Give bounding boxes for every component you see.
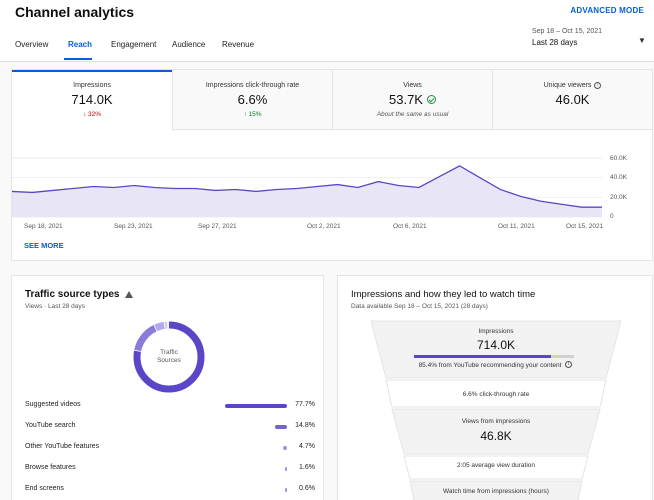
reach-overview-card: Impressions 714.0K ↓ 32% Impressions cli… <box>11 69 653 261</box>
traffic-source-bar <box>225 404 287 408</box>
x-tick-label: Oct 2, 2021 <box>307 223 341 230</box>
funnel-duration-text: 2:05 average view duration <box>456 462 536 469</box>
impressions-share-bar <box>414 355 574 358</box>
metric-value-row: 53.7K <box>333 92 492 107</box>
info-icon[interactable]: i <box>594 82 602 89</box>
metric-label: Impressions <box>73 82 111 89</box>
metric-value: 53.7K <box>389 92 423 107</box>
funnel-impressions-label: Impressions <box>478 328 514 335</box>
traffic-source-pct: 77.7% <box>295 401 315 408</box>
x-tick-label: Sep 27, 2021 <box>198 223 237 230</box>
metric-active-indicator <box>12 70 172 72</box>
traffic-sources-card: Traffic source types Views · Last 28 day… <box>11 275 324 500</box>
traffic-source-pct: 1.6% <box>299 464 315 471</box>
series-area <box>12 165 602 217</box>
metric-change: ↓ 32% <box>12 111 172 118</box>
metric-value: 46.0K <box>555 92 590 107</box>
metric-tabs: Impressions 714.0K ↓ 32% Impressions cli… <box>12 70 652 130</box>
traffic-source-pct: 14.8% <box>295 422 315 429</box>
traffic-source-bar <box>284 488 287 492</box>
metric-value: 714.0K <box>71 92 113 107</box>
tab-engagement[interactable]: Engagement <box>111 40 157 49</box>
metric-note: About the same as usual <box>376 111 449 118</box>
advanced-mode-button[interactable]: ADVANCED MODE <box>570 6 644 15</box>
x-tick-label: Sep 18, 2021 <box>24 223 63 230</box>
card-subtitle: Views · Last 28 days <box>25 303 85 310</box>
metric-impressions[interactable]: Impressions 714.0K ↓ 32% <box>12 70 172 130</box>
funnel-watch-time-label: Watch time from impressions (hours) <box>443 488 549 495</box>
traffic-source-name: Browse features <box>25 464 76 471</box>
traffic-source-row[interactable]: Suggested videos 77.7% <box>25 401 315 413</box>
see-more-link[interactable]: SEE MORE <box>24 241 64 250</box>
metric-value: 6.6% <box>237 92 268 107</box>
card-subtitle: Data available Sep 18 – Oct 15, 2021 (28… <box>351 303 488 310</box>
y-tick-label: 20.0K <box>610 194 627 201</box>
tab-revenue[interactable]: Revenue <box>222 40 255 49</box>
info-icon[interactable]: i <box>565 361 572 368</box>
traffic-source-name: Other YouTube features <box>25 443 100 450</box>
traffic-source-row[interactable]: Browse features 1.6% <box>25 464 315 476</box>
metric-views[interactable]: Views 53.7K About the same as usual <box>332 70 492 130</box>
traffic-source-pct: 4.7% <box>299 443 315 450</box>
tab-audience[interactable]: Audience <box>172 40 206 49</box>
y-tick-label: 0 <box>610 213 614 220</box>
metric-label: Unique viewers <box>543 82 592 89</box>
card-title: Impressions and how they led to watch ti… <box>351 289 536 300</box>
traffic-source-row[interactable]: Other YouTube features 4.7% <box>25 443 315 455</box>
impressions-share-fill <box>414 355 551 358</box>
metric-label: Views <box>403 82 422 89</box>
tab-overview[interactable]: Overview <box>15 40 49 49</box>
traffic-source-pct: 0.6% <box>299 485 315 492</box>
donut-label: Traffic Sources <box>132 349 206 365</box>
card-title-row: Traffic source types <box>25 289 134 300</box>
traffic-source-name: Suggested videos <box>25 401 81 408</box>
y-tick-label: 60.0K <box>610 155 627 162</box>
metric-label-row: Unique viewers i <box>493 82 652 89</box>
traffic-source-bar <box>275 425 287 429</box>
chevron-down-icon[interactable]: ▼ <box>638 36 646 45</box>
donut-label-line: Traffic <box>160 349 178 356</box>
traffic-source-row[interactable]: YouTube search 14.8% <box>25 422 315 434</box>
warning-icon[interactable] <box>125 291 134 298</box>
traffic-source-name: End screens <box>25 485 64 492</box>
funnel-views-value: 46.8K <box>480 429 512 443</box>
arrow-down-icon: ↓ <box>82 111 87 118</box>
date-range-dates: Sep 18 – Oct 15, 2021 <box>532 28 603 35</box>
check-circle-icon <box>426 95 436 104</box>
page-title: Channel analytics <box>15 4 135 20</box>
traffic-donut-chart <box>133 321 205 393</box>
traffic-source-name: YouTube search <box>25 422 76 429</box>
traffic-source-bar <box>283 446 287 450</box>
metric-change-value: 15% <box>248 111 262 118</box>
metric-change: ↑ 15% <box>173 111 332 118</box>
metric-label: Impressions click-through rate <box>205 82 300 89</box>
funnel-shape <box>370 320 622 500</box>
date-range-label: Last 28 days <box>532 38 578 47</box>
impressions-chart <box>12 157 602 218</box>
x-tick-label: Oct 15, 2021 <box>566 223 604 230</box>
funnel-recommend-text: 85.4% from YouTube recommending your con… <box>418 362 562 369</box>
x-tick-label: Oct 11, 2021 <box>498 223 535 230</box>
card-title: Traffic source types <box>25 289 120 300</box>
traffic-source-row[interactable]: End screens 0.6% <box>25 485 315 497</box>
metric-unique-viewers[interactable]: Unique viewers i 46.0K <box>492 70 652 130</box>
date-range-selector[interactable]: Sep 18 – Oct 15, 2021 Last 28 days <box>532 28 602 47</box>
active-tab-indicator <box>64 58 92 60</box>
donut-label-line: Sources <box>157 357 181 364</box>
y-tick-label: 40.0K <box>610 174 627 181</box>
metric-change-value: 32% <box>88 111 102 118</box>
x-tick-label: Oct 6, 2021 <box>393 223 427 230</box>
page-header: Channel analytics ADVANCED MODE Overview… <box>0 0 654 62</box>
funnel-views-label: Views from impressions <box>461 418 531 425</box>
traffic-source-bar <box>284 467 287 471</box>
funnel-ctr-text: 6.6% click-through rate <box>462 391 530 398</box>
tab-reach[interactable]: Reach <box>68 40 93 49</box>
arrow-up-icon: ↑ <box>243 111 247 118</box>
impressions-funnel-card: Impressions and how they led to watch ti… <box>337 275 653 500</box>
funnel-impressions-value: 714.0K <box>476 338 516 352</box>
series-line <box>12 165 602 208</box>
metric-ctr[interactable]: Impressions click-through rate 6.6% ↑ 15… <box>172 70 332 130</box>
donut-slice[interactable] <box>133 321 205 393</box>
x-tick-label: Sep 23, 2021 <box>114 223 153 230</box>
